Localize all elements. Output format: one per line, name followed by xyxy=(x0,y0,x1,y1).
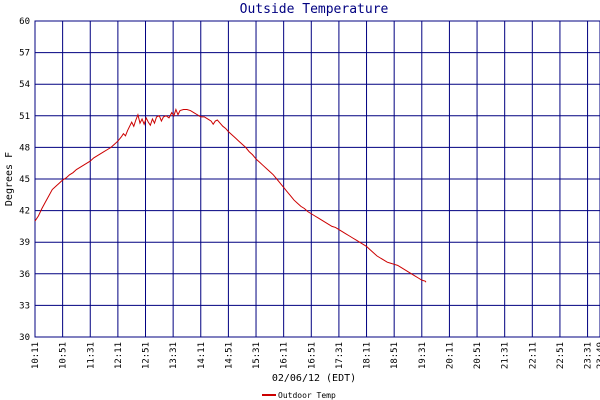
y-tick-label: 54 xyxy=(19,80,30,90)
x-tick-label: 12:51 xyxy=(142,342,152,369)
x-tick-label: 18:51 xyxy=(390,342,400,369)
legend-label: Outdoor Temp xyxy=(278,391,336,400)
y-tick-label: 30 xyxy=(19,333,30,343)
x-tick-label: 16:51 xyxy=(307,342,317,369)
y-tick-label: 45 xyxy=(19,175,30,185)
y-tick-label: 39 xyxy=(19,238,30,248)
y-tick-label: 33 xyxy=(19,301,30,311)
y-axis-label: Degrees F xyxy=(4,152,15,206)
outdoor-temp-line xyxy=(34,108,427,283)
x-tick-label: 23:49 xyxy=(596,342,600,369)
x-gridlines xyxy=(34,21,600,337)
x-tick-label: 22:11 xyxy=(528,342,538,369)
x-tick-label: 17:31 xyxy=(335,342,345,369)
x-tick-label: 10:51 xyxy=(59,342,69,369)
x-tick-label: 16:11 xyxy=(280,342,290,369)
x-axis: 10:11 10:51 11:31 12:11 12:51 13:31 14:11 14:51… xyxy=(31,342,600,369)
x-tick-label: 14:11 xyxy=(197,342,207,369)
x-tick-label: 13:31 xyxy=(169,342,179,369)
x-tick-label: 15:31 xyxy=(252,342,262,369)
y-tick-label: 57 xyxy=(19,49,30,59)
x-tick-label: 23:31 xyxy=(584,342,594,369)
y-axis: 30 33 36 39 42 45 48 51 54 57 60 xyxy=(19,17,30,343)
x-tick-label: 20:51 xyxy=(473,342,483,369)
x-tick-label: 22:51 xyxy=(556,342,566,369)
x-tick-label: 10:11 xyxy=(31,342,41,369)
x-tick-label: 14:51 xyxy=(224,342,234,369)
x-axis-label: 02/06/12 (EDT) xyxy=(272,373,356,384)
x-tick-label: 12:11 xyxy=(114,342,124,369)
x-tick-label: 11:31 xyxy=(86,342,96,369)
y-tick-label: 51 xyxy=(19,112,30,122)
y-tick-label: 36 xyxy=(19,270,30,280)
y-tick-label: 42 xyxy=(19,207,30,217)
x-tick-label: 21:31 xyxy=(501,342,511,369)
x-tick-label: 18:11 xyxy=(363,342,373,369)
plot-area xyxy=(34,20,600,338)
y-tick-label: 60 xyxy=(19,17,30,27)
y-tick-label: 48 xyxy=(19,143,30,153)
x-tick-label: 19:31 xyxy=(418,342,428,369)
chart-title: Outside Temperature xyxy=(240,2,389,17)
y-gridlines xyxy=(35,20,600,338)
x-tick-label: 20:11 xyxy=(445,342,455,369)
legend: Outdoor Temp xyxy=(262,391,336,400)
